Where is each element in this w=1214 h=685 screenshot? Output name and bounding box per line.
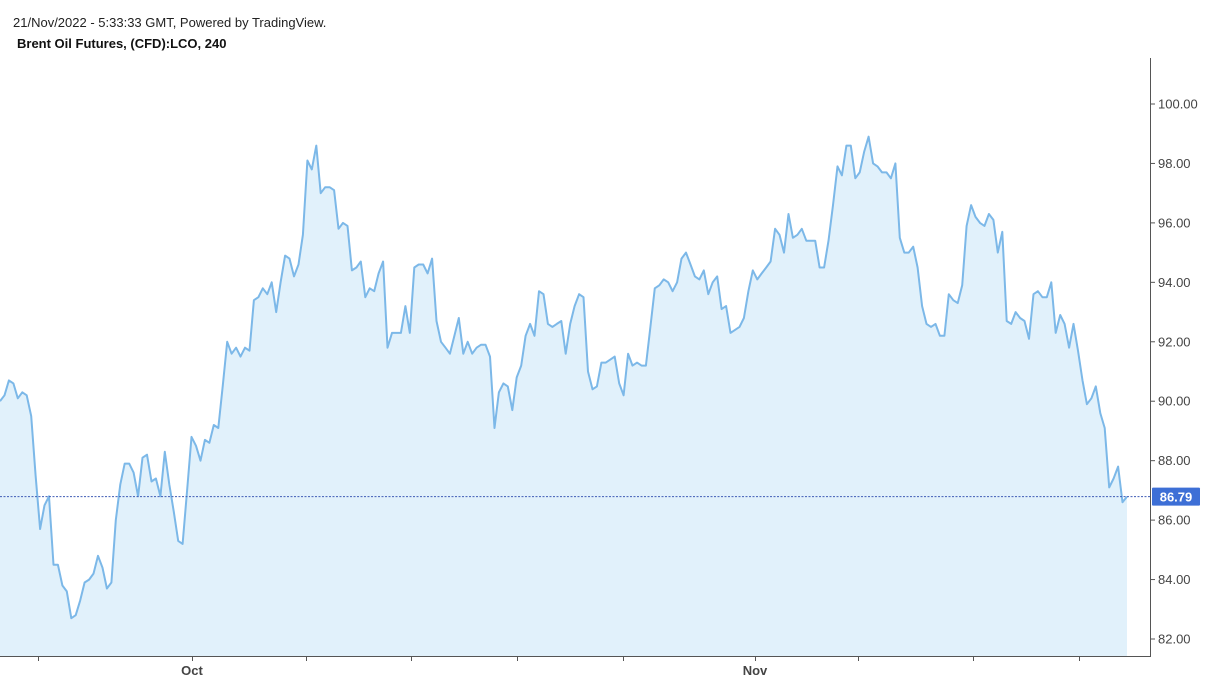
last-price-badge (1152, 487, 1200, 506)
y-tick-label: 100.00 (1158, 97, 1198, 112)
x-tick-label: Oct (181, 663, 203, 678)
series-line (0, 135, 1128, 620)
y-tick-label: 94.00 (1158, 275, 1191, 290)
symbol-title: Brent Oil Futures, (CFD):LCO, 240 (17, 36, 227, 51)
y-tick-label: 88.00 (1158, 453, 1191, 468)
y-tick-label: 86.00 (1158, 513, 1191, 528)
y-tick-label: 96.00 (1158, 215, 1191, 230)
y-tick-label: 90.00 (1158, 394, 1191, 409)
y-tick-label: 92.00 (1158, 334, 1191, 349)
x-tick-label: Nov (743, 663, 768, 678)
y-tick-label: 98.00 (1158, 156, 1191, 171)
last-price-label: 86.79 (1160, 490, 1193, 505)
series-area-fill (0, 136, 1127, 656)
y-tick-label: 82.00 (1158, 632, 1191, 647)
y-tick-label: 84.00 (1158, 572, 1191, 587)
timestamp-line: 21/Nov/2022 - 5:33:33 GMT, Powered by Tr… (13, 15, 327, 30)
